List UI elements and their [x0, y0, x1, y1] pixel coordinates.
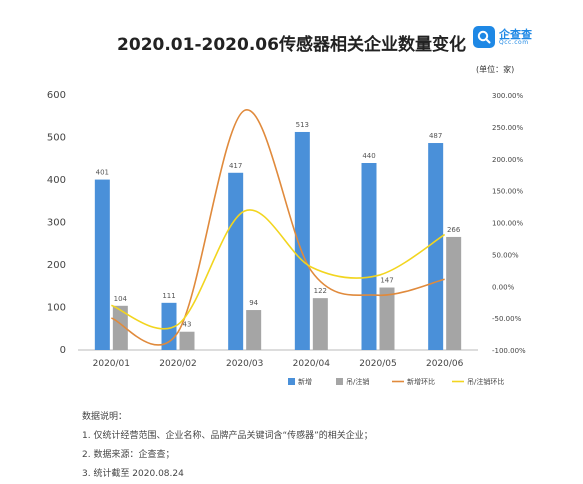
logo-subtitle: Qcc.com: [499, 38, 529, 46]
data-label: 417: [229, 162, 242, 170]
x-axis-tick-label: 2020/02: [159, 359, 196, 369]
bar-new: [361, 163, 377, 350]
bar-new: [294, 131, 310, 350]
left-axis-tick-label: 300: [47, 218, 66, 229]
bar-cancelled: [446, 236, 462, 350]
unit-label: (单位：家): [476, 65, 515, 74]
right-axis-tick-label: 150.00%: [492, 188, 523, 196]
data-notes: 数据说明： 1. 仅统计经营范围、企业名称、品牌产品关键词含“传感器”的相关企业…: [82, 408, 373, 484]
data-label: 147: [380, 277, 393, 285]
data-label: 513: [296, 121, 309, 129]
bar-cancelled: [179, 331, 195, 350]
bar-cancelled: [379, 287, 395, 350]
bar-cancelled: [246, 310, 262, 350]
combo-chart: 0 100 200 300 400 500 600 -100.00% -50.00% 0.00% 5…: [47, 90, 526, 386]
notes-heading: 数据说明：: [82, 412, 128, 422]
notes-item: 1. 仅统计经营范围、企业名称、品牌产品关键词含“传感器”的相关企业；: [82, 431, 373, 441]
data-label: 266: [447, 226, 461, 234]
legend-swatch: [336, 378, 343, 385]
right-axis-tick-label: -50.00%: [492, 315, 522, 323]
legend-swatch: [288, 378, 295, 385]
data-label: 401: [96, 169, 109, 177]
legend-label: 新增环比: [407, 377, 435, 386]
left-axis-tick-label: 100: [47, 303, 66, 314]
legend-label: 吊/注销: [346, 377, 369, 386]
qcc-logo-icon: [473, 26, 495, 48]
right-axis-tick-label: 0.00%: [492, 283, 515, 291]
line-cancelled-mom: [111, 209, 446, 330]
line-new-mom: [111, 109, 445, 346]
data-label: 487: [429, 132, 442, 140]
bar-new: [94, 179, 110, 350]
left-axis-tick-label: 0: [60, 345, 66, 356]
bar-new: [428, 143, 444, 350]
logo-name: 企查查: [499, 27, 532, 41]
right-axis-tick-label: 250.00%: [492, 124, 523, 132]
right-axis-tick-label: 100.00%: [492, 220, 523, 228]
left-axis-tick-label: 200: [47, 260, 66, 271]
x-axis-tick-label: 2020/06: [426, 359, 464, 369]
x-axis-tick-label: 2020/05: [359, 359, 396, 369]
x-axis-tick-label: 2020/03: [226, 359, 263, 369]
data-label: 104: [114, 295, 128, 303]
left-axis-tick-label: 400: [47, 175, 66, 186]
right-axis-tick-label: 300.00%: [492, 92, 523, 100]
notes-item: 2. 数据来源：企查查；: [82, 450, 175, 460]
x-axis-tick-label: 2020/04: [293, 359, 331, 369]
brand-logo: 企查查 Qcc.com: [473, 26, 532, 48]
right-axis-tick-label: 200.00%: [492, 156, 523, 164]
bar-cancelled: [312, 298, 328, 350]
data-label: 440: [362, 152, 375, 160]
chart-title: 2020.01-2020.06传感器相关企业数量变化: [117, 35, 466, 55]
right-axis-tick-label: 50.00%: [492, 251, 519, 259]
left-axis-tick-label: 600: [47, 90, 66, 101]
legend-label: 新增: [298, 377, 312, 386]
data-label: 122: [314, 287, 327, 295]
data-label: 43: [183, 321, 192, 329]
x-axis-tick-label: 2020/01: [93, 359, 130, 369]
data-label: 94: [249, 299, 258, 307]
data-label: 111: [162, 292, 175, 300]
right-axis-tick-label: -100.00%: [492, 347, 526, 355]
bar-new: [228, 172, 244, 350]
bar-cancelled: [112, 305, 128, 350]
left-axis-tick-label: 500: [47, 133, 66, 144]
notes-item: 3. 统计截至 2020.08.24: [82, 469, 184, 479]
legend-label: 吊/注销环比: [467, 377, 504, 386]
